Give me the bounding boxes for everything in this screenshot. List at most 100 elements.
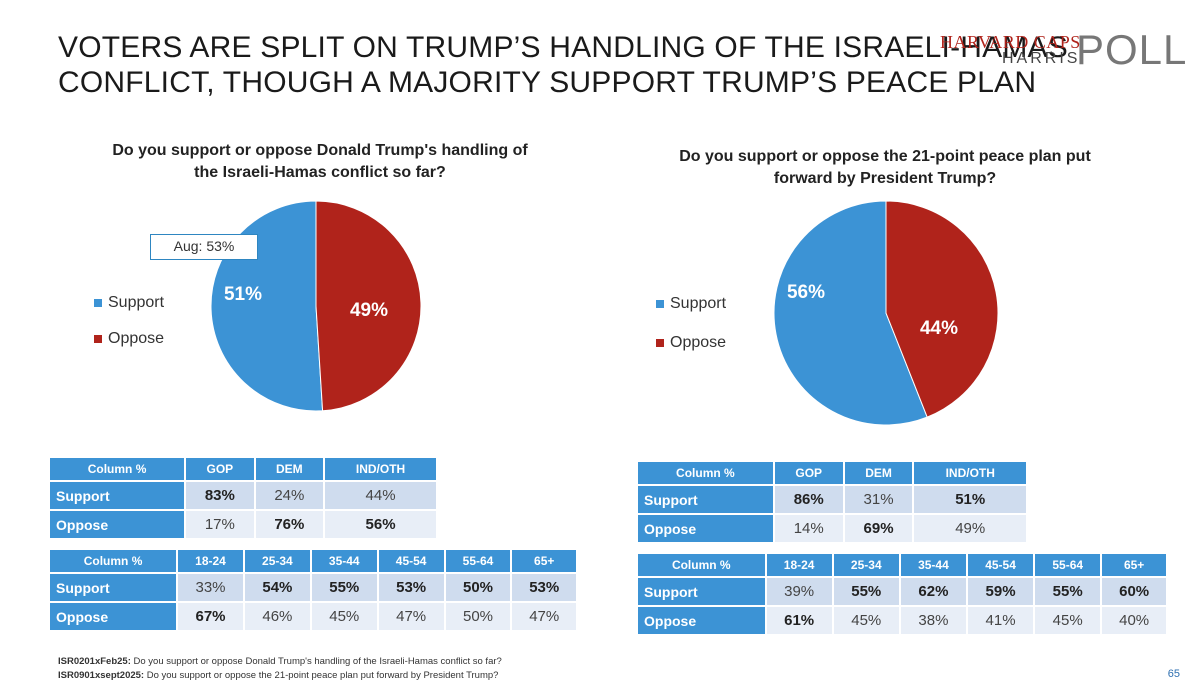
table-header-cell: Column % <box>50 458 185 480</box>
table-row: Support 83% 24% 44% <box>50 482 436 509</box>
chart-1-august-annotation: Aug: 53% <box>150 234 258 260</box>
table-row: Support 33% 54% 55% 53% 50% 53% <box>50 574 576 601</box>
table-cell: 50% <box>445 603 511 630</box>
chart-1-question-line-2: the Israeli-Hamas conflict so far? <box>194 164 446 181</box>
chart-1-legend-support-label: Support <box>108 294 165 311</box>
table-cell: 54% <box>244 574 310 601</box>
logo-poll: POLL <box>1076 26 1188 73</box>
table-cell: 56% <box>325 511 436 538</box>
table-cell: 67% <box>178 603 243 630</box>
table-header-cell: Column % <box>638 462 773 484</box>
table-header-cell: IND/OTH <box>325 458 436 480</box>
table-header-cell: 35-44 <box>311 550 377 572</box>
table-cell: 39% <box>766 578 832 605</box>
table-row: Oppose 61% 45% 38% 41% 45% 40% <box>638 607 1166 634</box>
table-cell: 49% <box>914 515 1026 542</box>
table-header-row: Column % 18-24 25-34 35-44 45-54 55-64 65+ <box>50 550 576 572</box>
table-cell: 51% <box>914 486 1026 513</box>
table-cell: 14% <box>774 515 843 542</box>
slide-title-line-2: CONFLICT, THOUGH A MAJORITY SUPPORT TRUM… <box>58 66 1037 99</box>
table-row-label: Oppose <box>50 603 177 630</box>
table-cell: 47% <box>378 603 444 630</box>
table-cell: 53% <box>512 574 576 601</box>
table-cell: 40% <box>1102 607 1166 634</box>
table-cell: 86% <box>774 486 843 513</box>
pie-slice-support <box>210 200 324 412</box>
chart-2-legend-support-swatch <box>656 299 664 308</box>
chart-1-legend-oppose-swatch <box>94 335 102 343</box>
chart-2-legend-oppose-label: Oppose <box>670 333 727 351</box>
footnote-2-text: Do you support or oppose the 21-point pe… <box>144 670 499 681</box>
table-cell: 47% <box>512 603 576 630</box>
table-row: Support 39% 55% 62% 59% 55% 60% <box>638 578 1166 605</box>
chart-1-legend-oppose: Oppose <box>94 321 164 357</box>
table-row-label: Oppose <box>638 515 773 542</box>
table-cell: 44% <box>325 482 436 509</box>
table-cell: 45% <box>311 603 377 630</box>
table-header-cell: IND/OTH <box>914 462 1026 484</box>
table-header-cell: 18-24 <box>178 550 243 572</box>
table-row-label: Oppose <box>50 511 185 538</box>
slide-title: VOTERS ARE SPLIT ON TRUMP’S HANDLING OF … <box>58 30 1068 100</box>
table-row-label: Support <box>638 578 765 605</box>
chart-2-legend: Support Oppose <box>656 284 726 362</box>
right-age-table: Column % 18-24 25-34 35-44 45-54 55-64 65+ Supp… <box>636 552 1168 636</box>
table-cell: 17% <box>186 511 254 538</box>
table-header-cell: 25-34 <box>833 554 899 576</box>
table-cell: 41% <box>967 607 1034 634</box>
table-row: Support 86% 31% 51% <box>638 486 1026 513</box>
table-cell: 55% <box>833 578 899 605</box>
table-cell: 31% <box>844 486 913 513</box>
table-cell: 33% <box>178 574 243 601</box>
table-row-label: Support <box>50 482 185 509</box>
table-cell: 60% <box>1102 578 1166 605</box>
table-header-cell: DEM <box>255 458 324 480</box>
table-header-cell: 35-44 <box>900 554 966 576</box>
chart-1-question-line-1: Do you support or oppose Donald Trump's … <box>112 142 528 159</box>
chart-1-legend-support-swatch <box>94 299 102 307</box>
table-header-cell: DEM <box>844 462 913 484</box>
table-cell: 45% <box>1035 607 1101 634</box>
table-row-label: Support <box>638 486 773 513</box>
table-cell: 76% <box>255 511 324 538</box>
table-cell: 38% <box>900 607 966 634</box>
table-header-row: Column % GOP DEM IND/OTH <box>50 458 436 480</box>
logo-harvard-caps: HARVARD CAPS <box>940 32 1081 52</box>
page-number: 65 <box>1167 668 1180 680</box>
left-age-table: Column % 18-24 25-34 35-44 45-54 55-64 65+ Supp… <box>48 548 578 632</box>
pie-slice-oppose <box>885 200 999 418</box>
table-header-cell: GOP <box>186 458 254 480</box>
table-header-cell: 45-54 <box>967 554 1034 576</box>
chart-1-legend-support: Support <box>94 285 164 321</box>
table-row-label: Support <box>50 574 177 601</box>
table-cell: 55% <box>1035 578 1101 605</box>
table-header-cell: Column % <box>50 550 177 572</box>
table-header-cell: 55-64 <box>1035 554 1101 576</box>
table-cell: 46% <box>244 603 310 630</box>
table-header-cell: 18-24 <box>766 554 832 576</box>
pie-label-oppose: 44% <box>920 318 958 339</box>
table-row: Oppose 17% 76% 56% <box>50 511 436 538</box>
pie-slice-oppose <box>315 200 422 412</box>
pie-label-support: 56% <box>787 282 825 303</box>
table-header-row: Column % GOP DEM IND/OTH <box>638 462 1026 484</box>
footnote-1-code: ISR0201xFeb25: <box>58 656 131 667</box>
chart-1-legend-oppose-label: Oppose <box>108 330 165 347</box>
pie-slice-support <box>773 200 928 426</box>
chart-2-legend-support: Support <box>656 284 726 323</box>
footnote-2: ISR0901xsept2025: Do you support or oppo… <box>58 670 498 681</box>
chart-2-legend-oppose: Oppose <box>656 323 726 362</box>
table-cell: 83% <box>186 482 254 509</box>
table-cell: 59% <box>967 578 1034 605</box>
chart-1-question: Do you support or oppose Donald Trump's … <box>80 140 560 184</box>
table-cell: 24% <box>255 482 324 509</box>
chart-2-question-line-1: Do you support or oppose the 21-point pe… <box>679 148 1091 165</box>
chart-1-legend: Support Oppose <box>94 285 164 357</box>
chart-2-question-line-2: forward by President Trump? <box>773 170 997 187</box>
chart-2-question: Do you support or oppose the 21-point pe… <box>640 146 1130 190</box>
table-header-cell: 55-64 <box>445 550 511 572</box>
footnote-1: ISR0201xFeb25: Do you support or oppose … <box>58 656 502 667</box>
table-cell: 62% <box>900 578 966 605</box>
pie-label-support: 51% <box>224 284 262 305</box>
footnote-2-code: ISR0901xsept2025: <box>58 670 145 681</box>
